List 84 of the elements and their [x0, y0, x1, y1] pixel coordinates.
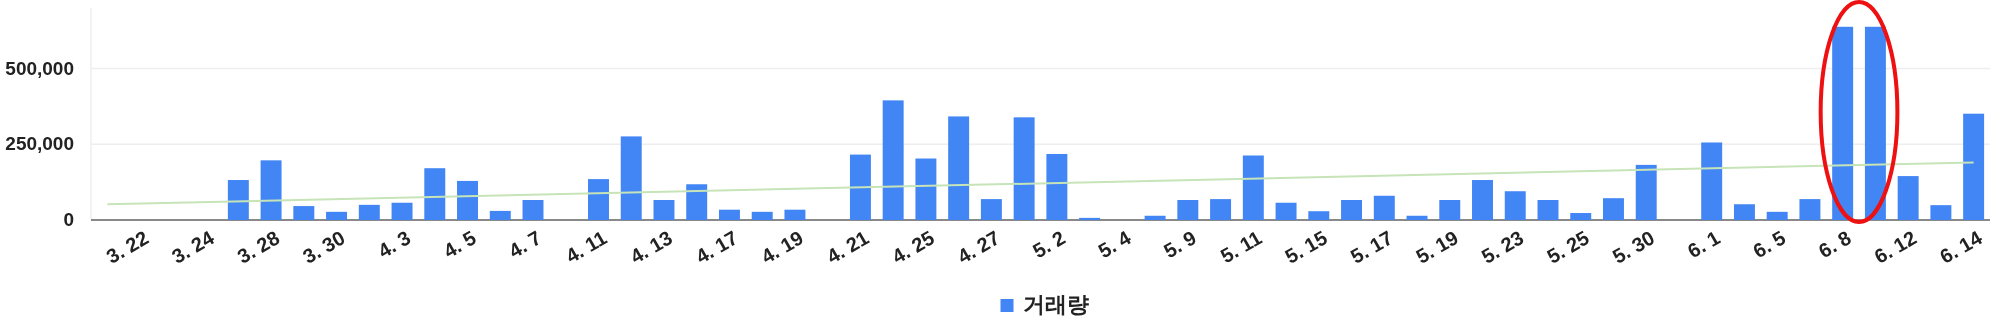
bar: [1210, 199, 1232, 220]
bar: [588, 179, 609, 220]
y-tick-label: 500,000: [5, 57, 74, 79]
bar: [522, 200, 544, 220]
bar: [1504, 191, 1526, 220]
bar: [1373, 195, 1395, 220]
bar: [1472, 180, 1493, 220]
bar: [1177, 200, 1199, 220]
bar: [915, 158, 937, 220]
bar: [1864, 26, 1886, 220]
x-tick-label: 6. 8: [1814, 226, 1855, 263]
bar: [358, 204, 380, 220]
bar: [1341, 200, 1363, 220]
x-tick-label: 4. 7: [505, 226, 546, 263]
x-tick-label: 5. 4: [1094, 225, 1136, 263]
x-tick-label: 4. 5: [439, 226, 480, 263]
bar: [686, 184, 708, 220]
bar: [620, 136, 642, 220]
x-tick-label: 4. 25: [888, 226, 938, 268]
bar: [1406, 215, 1428, 220]
bar: [1275, 202, 1297, 220]
x-tick-label: 3. 30: [299, 226, 349, 268]
bar: [751, 211, 773, 220]
x-tick-label: 5. 23: [1477, 226, 1528, 268]
x-tick-label: 6. 5: [1749, 226, 1790, 263]
bar: [1766, 211, 1788, 220]
bar: [1897, 176, 1919, 220]
x-tick-label: 6. 12: [1870, 226, 1921, 268]
x-tick-label: 5. 30: [1608, 226, 1659, 268]
bar: [489, 210, 511, 220]
x-tick-label: 3. 24: [168, 225, 219, 268]
x-tick-label: 6. 14: [1936, 225, 1987, 268]
x-tick-label: 5. 9: [1159, 226, 1200, 263]
bar: [227, 180, 249, 220]
bar: [980, 199, 1002, 220]
bar: [326, 211, 348, 220]
x-tick-label: 5. 15: [1281, 226, 1331, 268]
x-tick-label: 5. 25: [1543, 226, 1593, 268]
bar: [1799, 199, 1821, 220]
bar: [1701, 142, 1723, 220]
bar: [293, 206, 315, 220]
bar: [882, 100, 904, 220]
bar: [849, 154, 871, 220]
y-tick-label: 250,000: [5, 133, 74, 155]
x-tick-label: 3. 22: [102, 226, 153, 268]
legend-label: 거래량: [1022, 292, 1089, 317]
x-tick-label: 4. 19: [757, 226, 807, 268]
bar: [948, 116, 970, 220]
bar: [1144, 215, 1166, 220]
x-tick-label: 4. 21: [822, 226, 873, 268]
x-tick-label: 4. 11: [561, 226, 611, 268]
bar: [391, 202, 413, 220]
y-tick-label: 0: [63, 209, 74, 230]
x-tick-label: 4. 27: [953, 226, 1004, 268]
x-tick-label: 5. 19: [1412, 226, 1462, 268]
bar: [784, 209, 806, 220]
bar: [457, 180, 478, 220]
bar: [1930, 205, 1952, 220]
x-tick-label: 5. 2: [1028, 226, 1069, 263]
bar: [1013, 117, 1035, 220]
bar: [1570, 213, 1592, 220]
bar: [1603, 198, 1624, 220]
bar: [653, 200, 675, 220]
bar: [424, 168, 446, 220]
x-tick-label: 4. 13: [626, 226, 676, 268]
x-tick-label: 4. 3: [374, 226, 415, 263]
bar: [1537, 200, 1559, 220]
x-tick-label: 3. 28: [233, 226, 284, 268]
bar: [1308, 211, 1330, 220]
bar: [1963, 113, 1985, 220]
bar: [1635, 164, 1657, 220]
bar: [1079, 217, 1101, 220]
x-tick-label: 5. 17: [1346, 226, 1397, 268]
x-tick-label: 4. 17: [691, 226, 742, 268]
legend: 거래량: [1000, 292, 1089, 317]
x-tick-label: 6. 1: [1683, 226, 1724, 263]
bar: [1242, 155, 1264, 220]
bar: [1733, 204, 1755, 220]
bar: [1046, 153, 1068, 220]
bar: [1832, 26, 1854, 220]
x-tick-label: 5. 11: [1216, 226, 1266, 268]
bar: [718, 209, 740, 220]
bar: [1439, 200, 1461, 220]
bar: [260, 160, 282, 220]
